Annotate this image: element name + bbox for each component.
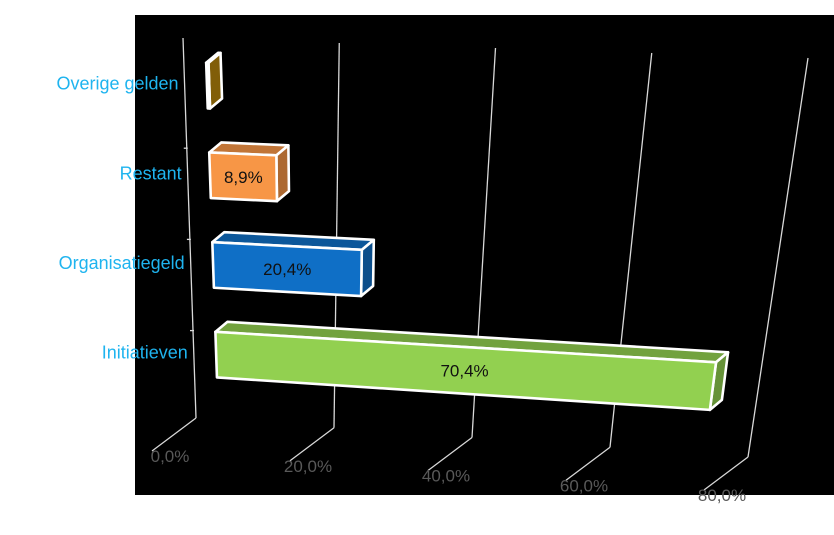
floor-line-1 bbox=[289, 427, 335, 462]
gridline-0 bbox=[182, 37, 197, 419]
bars bbox=[204, 51, 730, 412]
bar-front-initiatieven bbox=[214, 330, 718, 412]
x-tick-label-2: 40,0% bbox=[422, 467, 470, 486]
x-tick-label-3: 60,0% bbox=[560, 476, 608, 495]
category-label-initiatieven: Initiatieven bbox=[102, 343, 188, 363]
floor-line-3 bbox=[565, 446, 611, 481]
bar-overige-gelden bbox=[204, 51, 224, 110]
labels: Overige gelden 8,9% Restant 20,4% Organisati… bbox=[56, 74, 746, 505]
gridlines bbox=[151, 37, 809, 491]
data-label-restant: 8,9% bbox=[224, 168, 263, 187]
category-label-organisatiegeld: Organisatiegeld bbox=[59, 253, 185, 273]
bar-end-organisatiegeld bbox=[359, 238, 376, 298]
x-tick-label-0: 0,0% bbox=[151, 447, 190, 466]
data-label-initiatieven: 70,4% bbox=[440, 361, 488, 380]
gridline-4 bbox=[747, 57, 809, 458]
category-label-overige-gelden: Overige gelden bbox=[56, 74, 178, 94]
bar-restant bbox=[207, 141, 291, 203]
floor-line-0 bbox=[151, 417, 197, 452]
bar-end-restant bbox=[275, 144, 291, 203]
category-label-restant: Restant bbox=[120, 163, 182, 183]
floor-line-4 bbox=[703, 456, 749, 491]
bar-front-overige-gelden bbox=[204, 61, 212, 110]
bar-initiatieven bbox=[214, 320, 730, 412]
bar-front-organisatiegeld bbox=[211, 240, 364, 298]
bar-front-restant bbox=[207, 151, 279, 203]
data-label-organisatiegeld: 20,4% bbox=[263, 260, 311, 279]
bar-organisatiegeld bbox=[211, 230, 376, 298]
floor-line-2 bbox=[427, 436, 473, 472]
x-tick-label-1: 20,0% bbox=[284, 457, 332, 476]
x-tick-label-4: 80,0% bbox=[698, 486, 746, 505]
